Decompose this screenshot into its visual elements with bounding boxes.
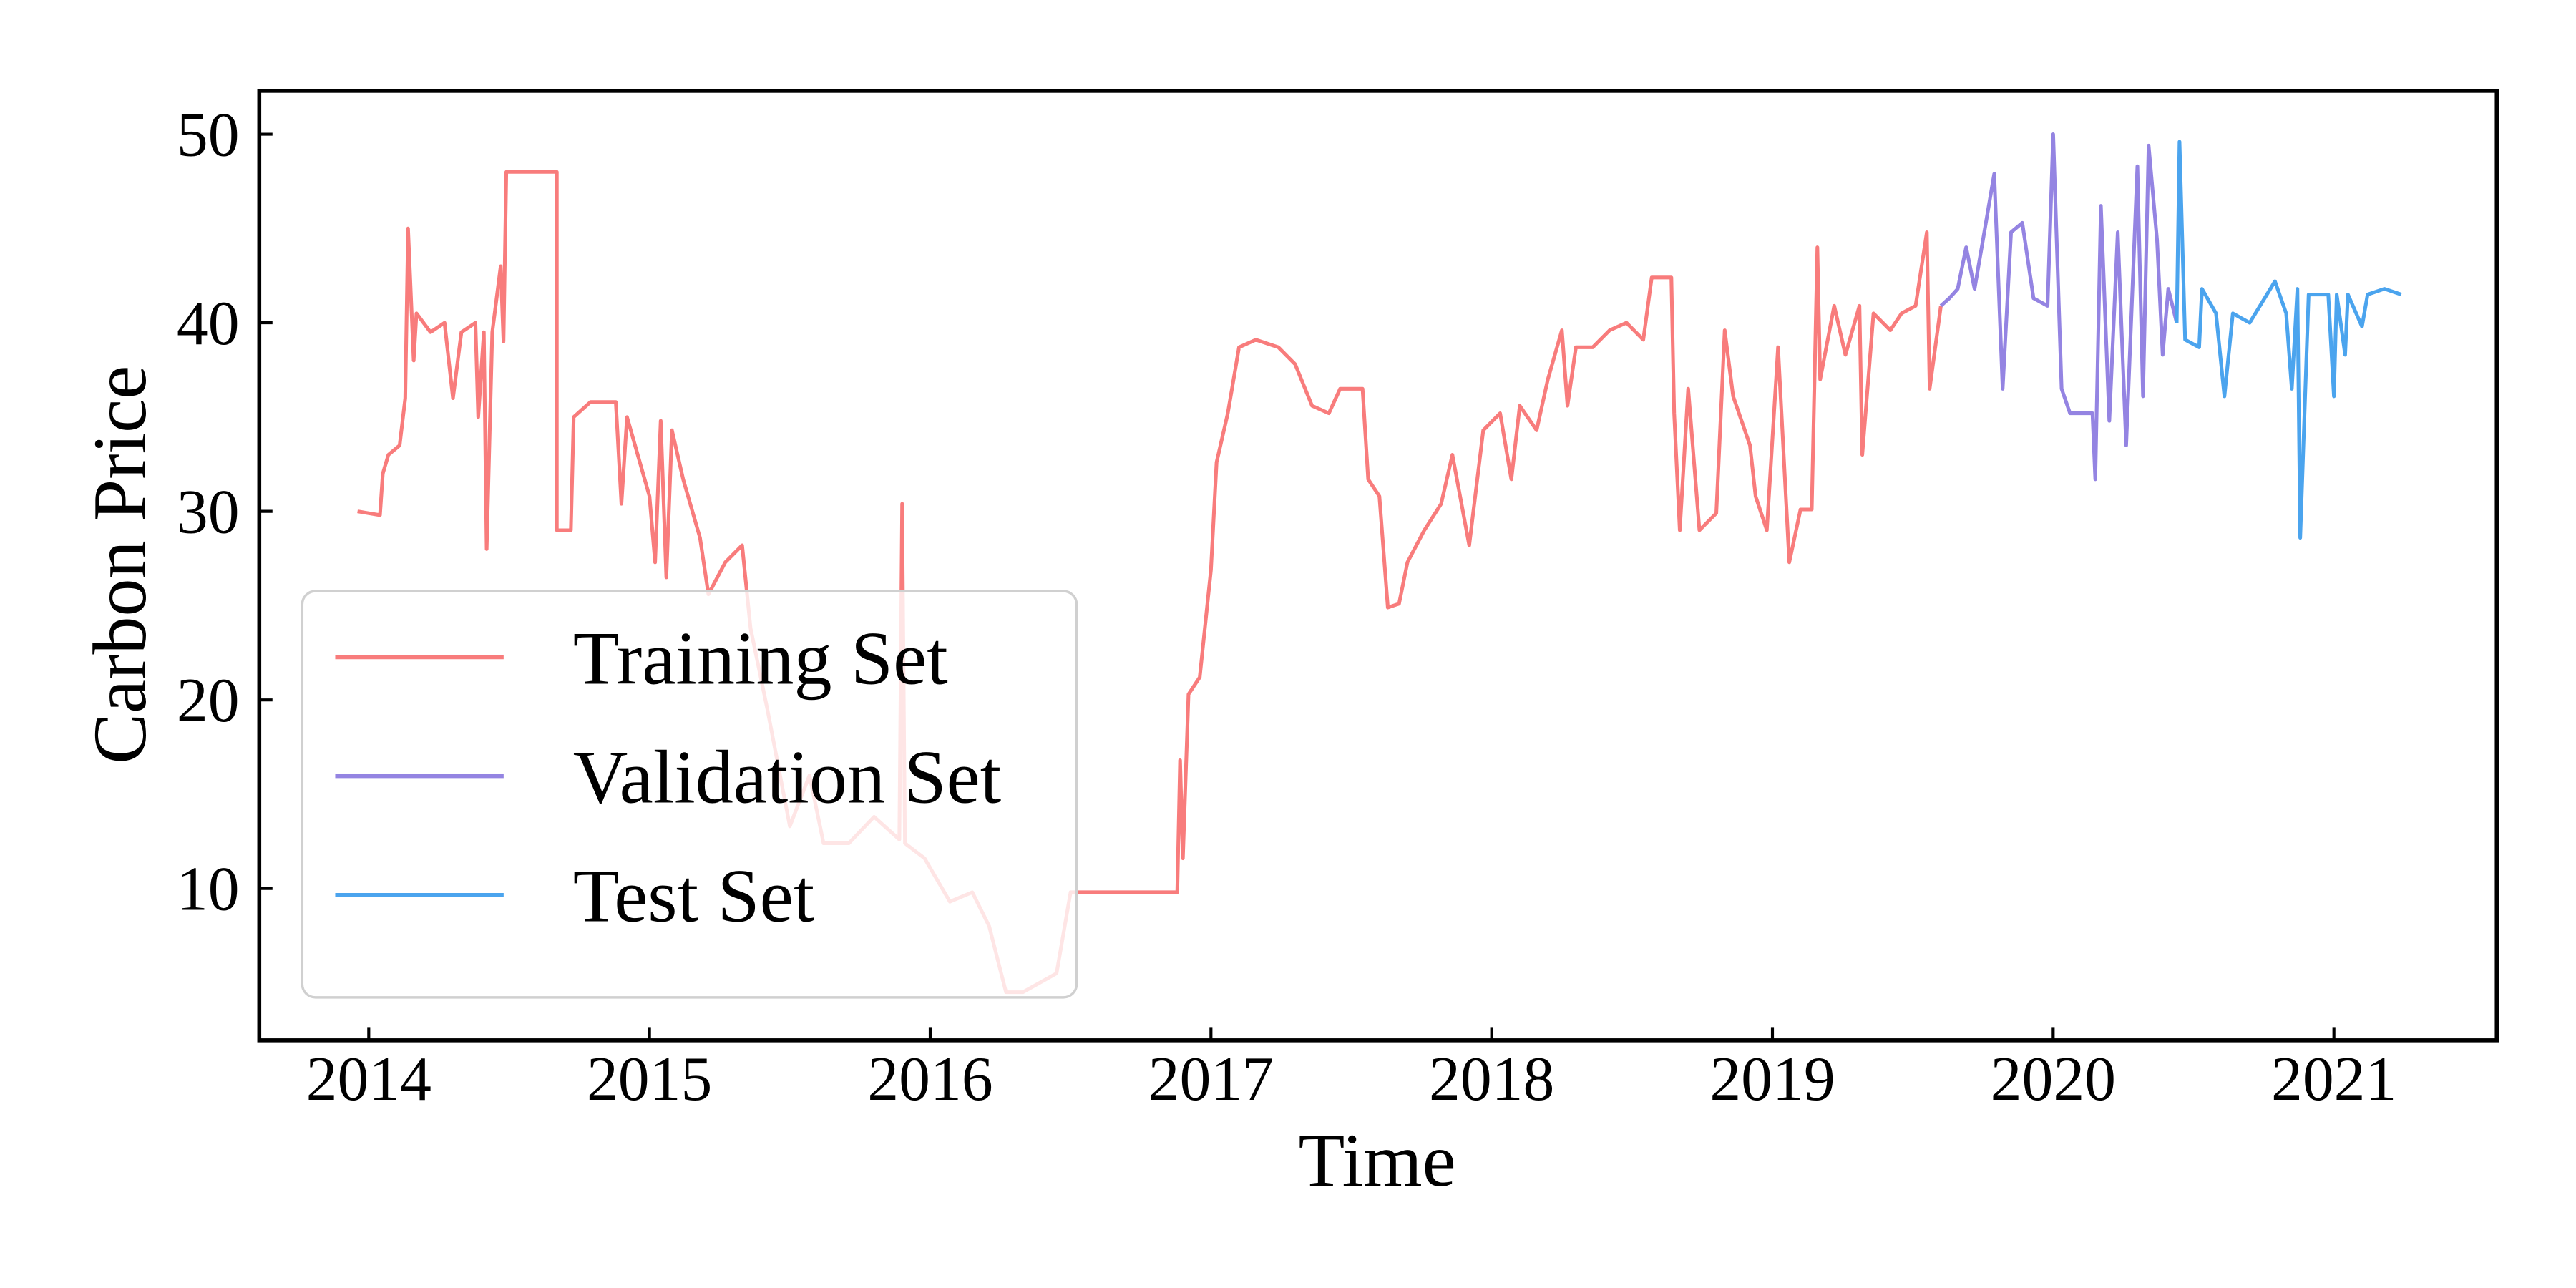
x-tick-label: 2021: [2271, 1044, 2396, 1113]
y-tick-label: 50: [177, 100, 240, 170]
x-tick-label: 2014: [306, 1044, 431, 1113]
y-tick-label: 30: [177, 477, 240, 547]
x-tick-label: 2016: [867, 1044, 992, 1113]
legend-label: Test Set: [573, 854, 815, 938]
data-line: [357, 170, 1943, 995]
legend-label: Validation Set: [573, 735, 1001, 819]
y-tick-label: 20: [177, 665, 240, 735]
plot-frame: [257, 89, 2499, 1043]
y-tick-label: 10: [177, 854, 240, 924]
x-tick-label: 2020: [1991, 1044, 2116, 1113]
y-tick-label: 40: [177, 288, 240, 358]
data-line: [2175, 140, 2402, 540]
x-tick-label: 2015: [587, 1044, 712, 1113]
data-line: [1939, 132, 2179, 482]
x-tick-label: 2018: [1429, 1044, 1554, 1113]
x-axis-label: Time: [1298, 1118, 1455, 1202]
legend-label: Training Set: [573, 615, 948, 700]
y-axis-label: Carbon Price: [77, 366, 162, 764]
x-tick-label: 2017: [1148, 1044, 1274, 1113]
x-tick-label: 2019: [1709, 1044, 1835, 1113]
